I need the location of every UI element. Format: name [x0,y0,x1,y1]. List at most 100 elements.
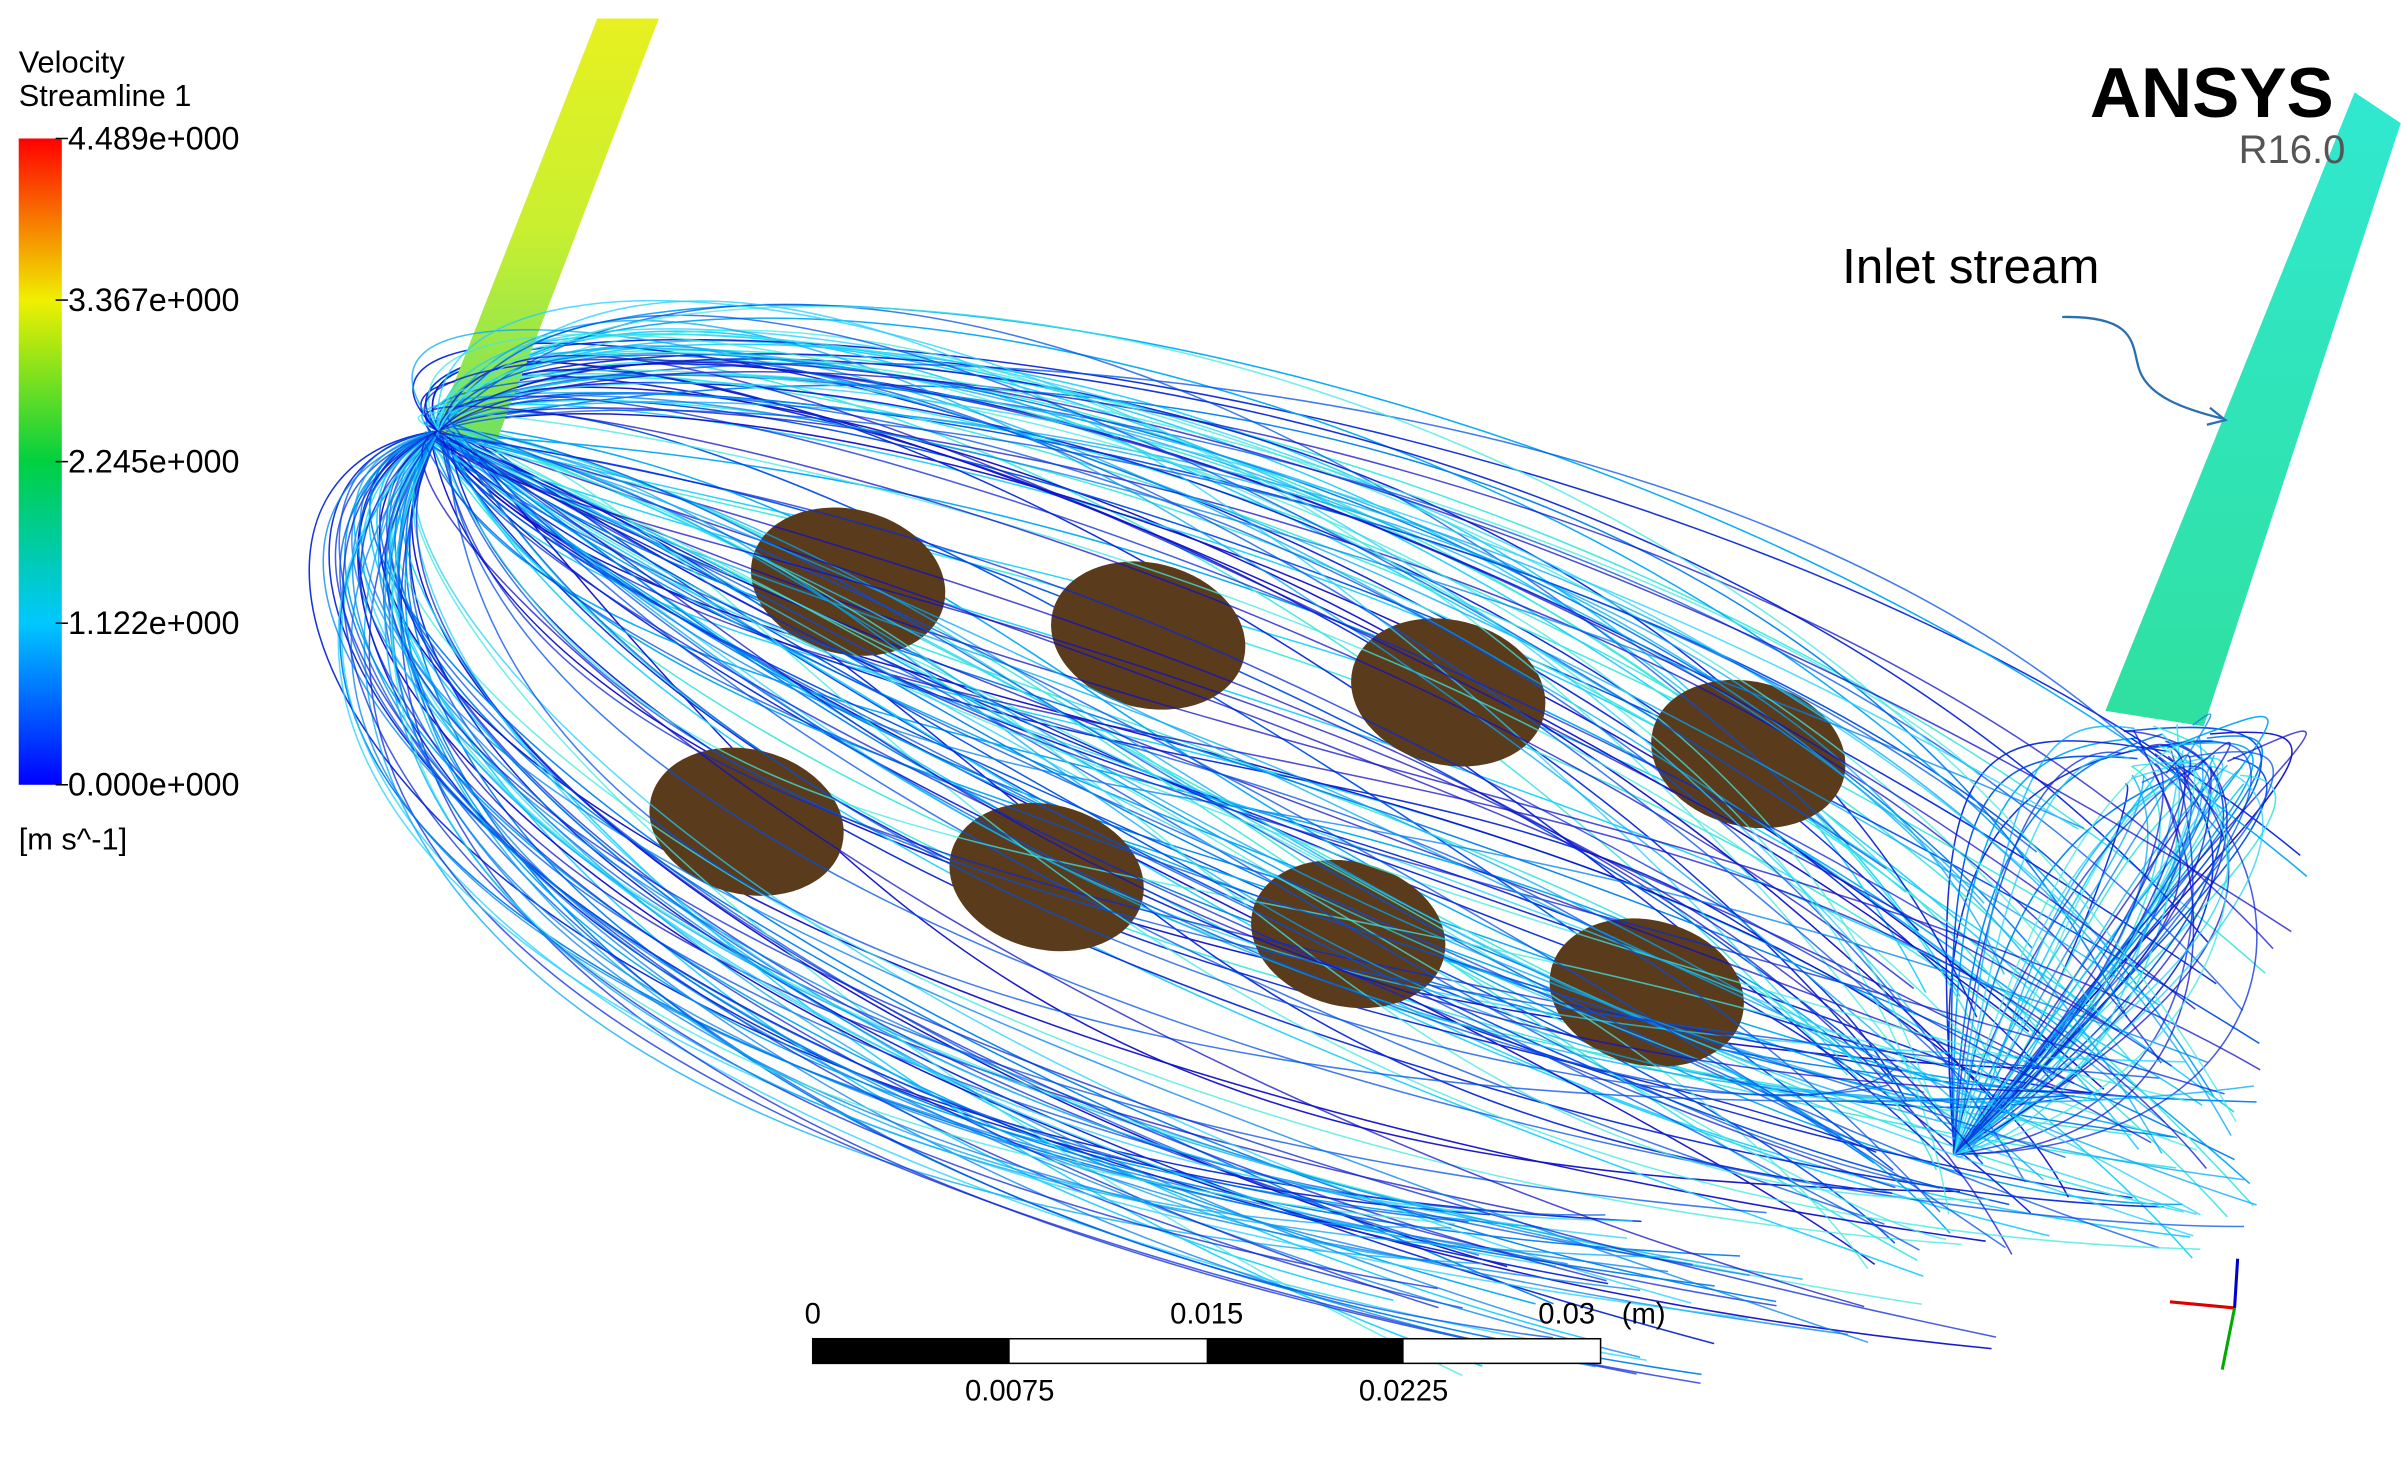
streamline [411,329,2161,1007]
streamline [429,374,2244,1011]
streamline [338,430,1554,1339]
streamline [438,354,1968,1084]
streamline [351,430,1750,1277]
streamline [445,415,1899,1097]
streamline [350,430,1568,1265]
streamline [440,423,2188,1102]
streamline [442,437,2261,1071]
legend-tick-label: 1.122e+000 [68,605,240,641]
tube [1651,679,1846,829]
streamline [438,305,2237,1122]
streamline [438,399,2254,1207]
streamline [423,442,2066,1159]
legend-title: Velocity [19,44,126,79]
streamline [436,417,2208,1064]
streamline [378,430,1986,1242]
streamline [438,412,2105,1090]
scale-bar: 0 0.015 0.03 (m) 0.0075 0.0225 [805,1298,1666,1407]
axis-triad [2169,1258,2240,1370]
streamline [412,430,1628,1239]
streamline [452,435,1885,1225]
streamline [1954,754,2215,1155]
inlet-pipe-left [434,18,659,444]
streamline [428,424,2093,1094]
triad-z [2220,1307,2237,1370]
streamline [1953,750,2274,1155]
legend-tick-label: 0.000e+000 [68,767,240,803]
streamline [438,437,1920,1251]
legend-tick-label: 2.245e+000 [68,443,240,479]
streamline [1954,774,2177,1155]
streamline [446,429,2013,1255]
streamline [438,395,2085,830]
streamlines-front [322,299,2307,1385]
streamline [436,439,1941,1189]
streamline [353,430,1439,1262]
streamline [405,430,1741,1257]
streamline [438,361,2292,933]
scale-label: 0.0225 [1359,1375,1448,1407]
inlet-pipe-right [2105,92,2401,727]
streamline [438,434,2160,1079]
streamline [429,434,2198,1151]
streamline [435,382,2079,830]
streamline [424,405,1915,990]
streamline [410,430,1463,1377]
scale-bar-segment [812,1338,1010,1364]
streamline [438,329,1954,1128]
tube [949,802,1144,952]
streamline [441,435,1896,1189]
streamline [426,442,1941,1213]
streamline [1953,725,2219,1155]
streamline [424,430,2194,1237]
scale-bar-segment [1206,1338,1404,1364]
streamline [1953,767,2202,1155]
streamline [451,433,1888,1096]
streamline [438,352,1980,776]
streamline [1953,725,2135,1155]
streamline [433,433,1979,1158]
streamline [1953,751,2124,1155]
streamline [1953,774,2277,1155]
streamline [438,432,2152,1144]
scale-unit: (m) [1622,1298,1666,1330]
streamline [427,431,2075,1100]
tube [649,747,844,896]
streamline [423,358,2196,1010]
streamline [438,314,1887,870]
tube [750,507,946,656]
legend-tick-label: 3.367e+000 [68,282,240,318]
legend-unit: [m s^-1] [19,821,127,856]
streamline [1954,744,2229,1155]
streamline [429,418,2207,1169]
streamline [1953,737,2138,1155]
streamline [339,430,1469,1223]
streamline [1954,750,2184,1155]
streamline [443,417,1960,1193]
scale-label: 0.0075 [965,1375,1054,1407]
streamline [1954,729,2228,1155]
streamline [450,416,2069,1108]
streamline [363,430,1484,1265]
streamline [452,436,1990,1201]
streamline [438,333,2111,1029]
tube [1351,618,1546,767]
streamline [404,430,1542,1229]
streamline [1954,733,2230,1155]
streamline [434,441,2186,1063]
streamline [438,376,2140,1071]
streamline [384,430,1671,1259]
tube [1051,561,1246,710]
color-bar [18,138,62,785]
streamline [334,430,1463,1309]
streamline [438,401,2232,1137]
streamline [308,430,1642,1223]
streamline [437,421,2050,1237]
legend-subtitle: Streamline 1 [19,78,192,113]
streamline [368,430,1637,1375]
triad-x [2169,1300,2235,1310]
streamline [439,416,1869,1269]
streamline [416,430,1607,1282]
